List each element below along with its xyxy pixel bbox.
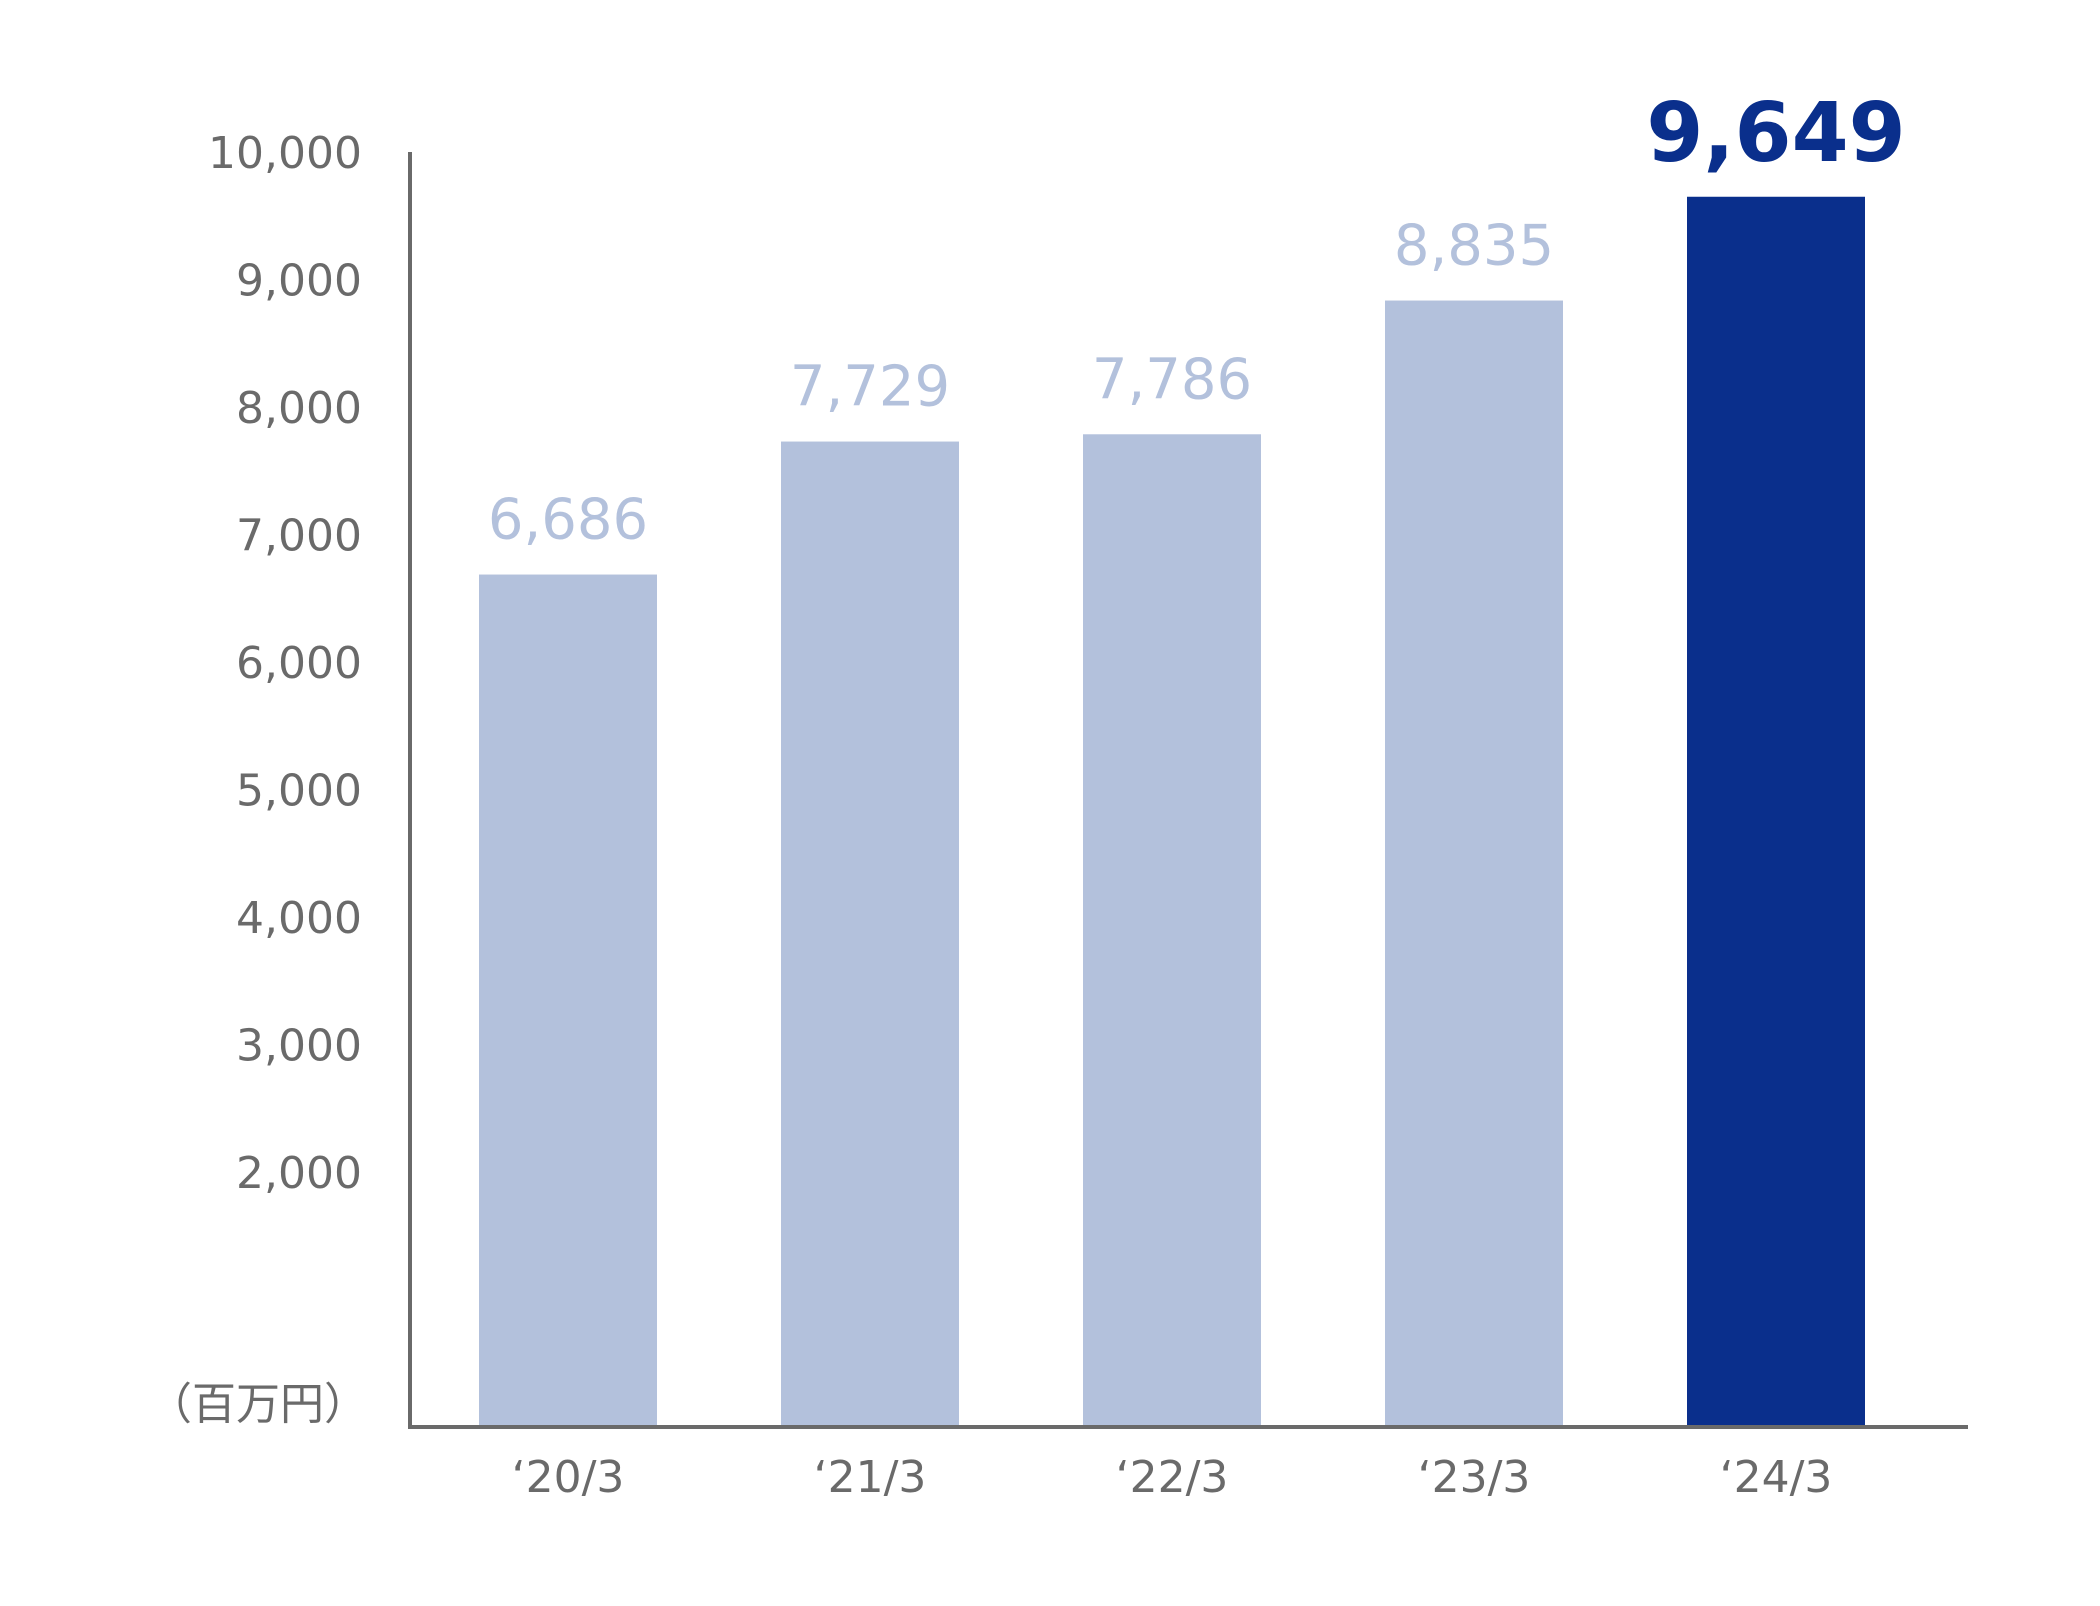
data-label: 7,729	[790, 355, 950, 420]
data-label: 6,686	[488, 488, 648, 553]
y-tick-label: 2,000	[236, 1148, 362, 1199]
y-tick-label: 4,000	[236, 893, 362, 944]
y-tick-label: 9,000	[236, 256, 362, 307]
data-label: 8,835	[1394, 214, 1554, 279]
x-tick-label: ‘20/3	[512, 1452, 625, 1503]
y-tick-label: 6,000	[236, 638, 362, 689]
bar	[1385, 300, 1563, 1426]
x-tick-label: ‘21/3	[814, 1452, 927, 1503]
y-tick-label: 5,000	[236, 766, 362, 817]
bar	[1083, 434, 1261, 1425]
x-tick-label: ‘23/3	[1418, 1452, 1531, 1503]
y-tick-label: 10,000	[208, 128, 362, 179]
y-tick-label: 7,000	[236, 511, 362, 562]
x-tick-label: ‘24/3	[1720, 1452, 1833, 1503]
unit-label: （百万円）	[148, 1379, 368, 1430]
bars-group	[479, 196, 1865, 1426]
bar	[1687, 196, 1865, 1426]
y-axis-ticks: 2,000 3,000 4,000 5,000 6,000 7,000 8,000 9,000…	[208, 128, 362, 1199]
y-tick-label: 8,000	[236, 383, 362, 434]
data-label: 9,649	[1646, 86, 1905, 181]
value-labels-group: 6,686 7,729 7,786 8,835 9,649	[488, 86, 1906, 553]
y-tick-label: 3,000	[236, 1021, 362, 1072]
bar	[479, 574, 657, 1425]
x-tick-label: ‘22/3	[1116, 1452, 1229, 1503]
bar	[781, 441, 959, 1425]
data-label: 7,786	[1092, 347, 1252, 412]
x-axis-labels: ‘20/3 ‘21/3 ‘22/3 ‘23/3 ‘24/3	[512, 1452, 1833, 1503]
